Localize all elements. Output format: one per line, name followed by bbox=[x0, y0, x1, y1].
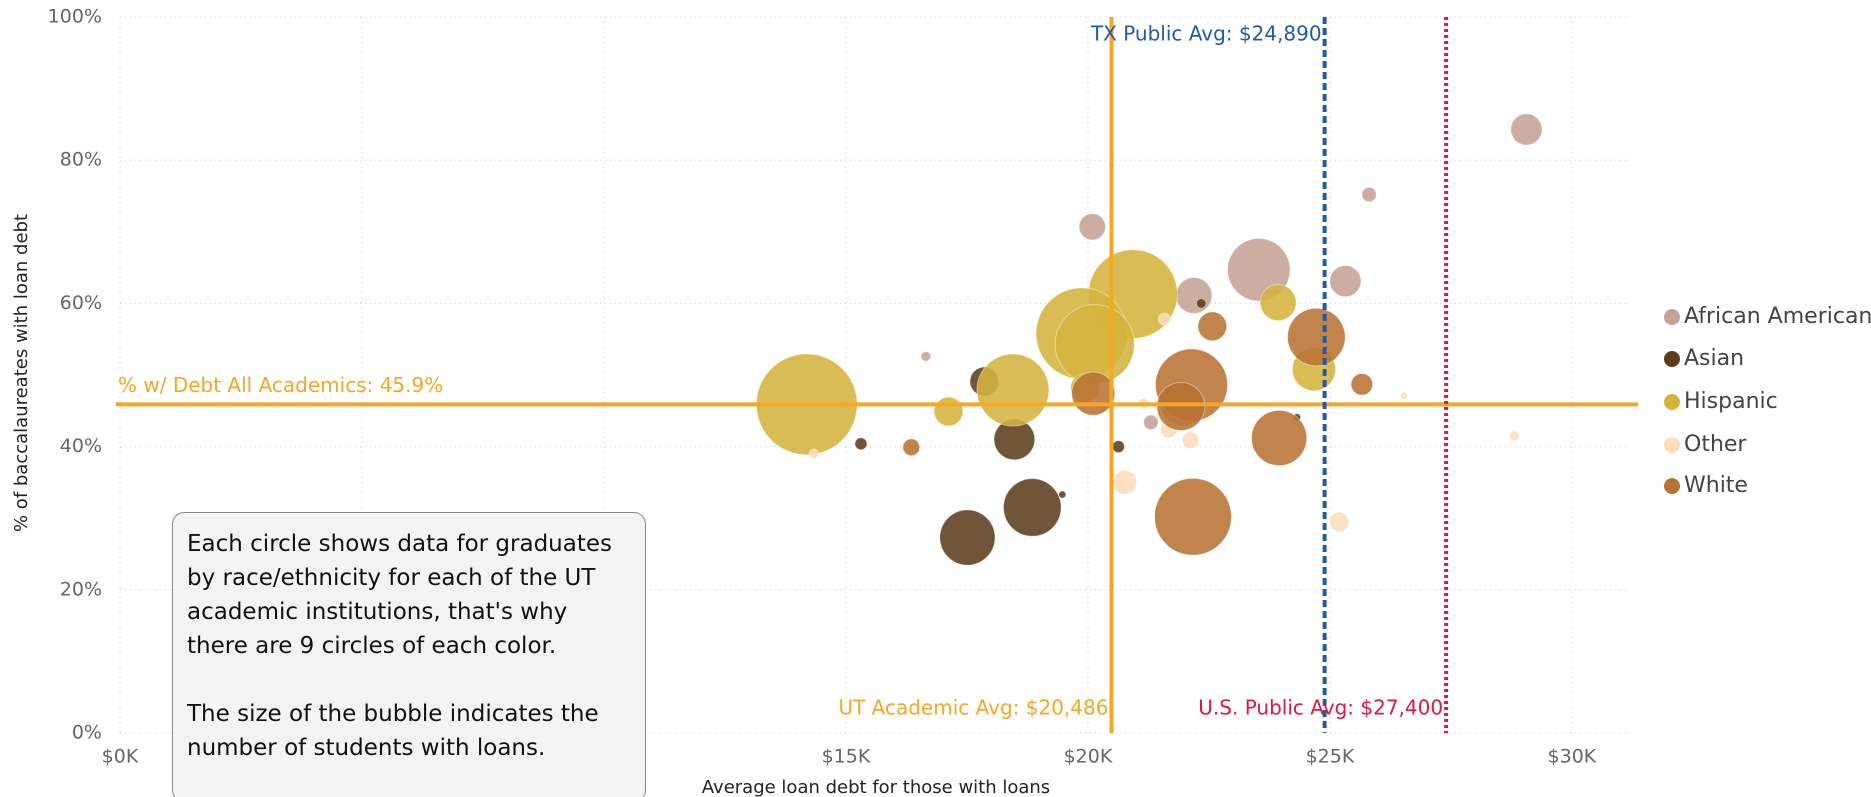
bubble bbox=[808, 448, 820, 460]
reference-label: % w/ Debt All Academics: 45.9% bbox=[118, 373, 443, 397]
reference-label: U.S. Public Avg: $27,400 bbox=[1198, 696, 1443, 720]
x-tick-label: $20K bbox=[1064, 746, 1113, 768]
x-tick-label: $0K bbox=[102, 746, 139, 768]
bubble bbox=[1154, 477, 1232, 556]
bubble bbox=[1329, 511, 1350, 532]
bubble bbox=[1071, 371, 1116, 416]
bubble bbox=[1329, 265, 1362, 298]
bubble bbox=[902, 438, 921, 457]
x-tick-label: $15K bbox=[822, 746, 871, 768]
bubble bbox=[1156, 382, 1206, 432]
legend-label: Other bbox=[1684, 432, 1747, 457]
note-text: The size of the bubble indicates the num… bbox=[187, 701, 599, 761]
reference-label: UT Academic Avg: $20,486 bbox=[838, 696, 1108, 720]
y-tick-label: 0% bbox=[72, 722, 102, 744]
legend-label: White bbox=[1684, 473, 1748, 498]
bubble bbox=[1002, 478, 1062, 537]
bubble bbox=[939, 509, 996, 566]
legend-swatch bbox=[1664, 309, 1680, 325]
y-axis-title: % of baccalaureates with loan debt bbox=[11, 214, 32, 532]
legend-label: Asian bbox=[1684, 346, 1744, 371]
bubble bbox=[1143, 414, 1159, 430]
bubble bbox=[1181, 431, 1200, 450]
y-tick-label: 20% bbox=[60, 578, 102, 600]
bubble bbox=[1399, 391, 1409, 400]
bubble bbox=[976, 353, 1050, 427]
legend-label: Hispanic bbox=[1684, 389, 1778, 414]
y-tick-label: 80% bbox=[60, 149, 102, 171]
y-tick-label: 60% bbox=[60, 292, 102, 314]
bubble bbox=[1112, 469, 1138, 495]
bubble bbox=[1361, 186, 1377, 203]
bubble bbox=[1287, 307, 1346, 367]
bubble bbox=[1195, 298, 1207, 309]
legend-swatch bbox=[1664, 437, 1680, 453]
bubble bbox=[1058, 490, 1067, 499]
legend-swatch bbox=[1664, 478, 1680, 494]
y-tick-label: 100% bbox=[48, 6, 102, 28]
legend-swatch bbox=[1664, 394, 1680, 410]
x-axis-title: Average loan debt for those with loans bbox=[702, 777, 1050, 797]
bubble bbox=[1350, 373, 1374, 396]
reference-label: TX Public Avg: $24,890 bbox=[1090, 22, 1322, 46]
bubble bbox=[1175, 277, 1213, 315]
y-tick-label: 40% bbox=[60, 435, 102, 457]
x-tick-label: $30K bbox=[1548, 746, 1597, 768]
note-box: Each circle shows data for graduates by … bbox=[172, 512, 646, 797]
bubble bbox=[1078, 213, 1107, 241]
bubble bbox=[1111, 440, 1125, 454]
note-text: Each circle shows data for graduates by … bbox=[187, 531, 613, 659]
bubble bbox=[1510, 113, 1543, 146]
bubble bbox=[1259, 284, 1297, 322]
bubble bbox=[933, 396, 964, 427]
bubble bbox=[1509, 430, 1520, 442]
legend-swatch bbox=[1664, 351, 1680, 367]
bubble bbox=[1197, 311, 1228, 342]
bubble bbox=[920, 351, 932, 362]
legend-label: African American bbox=[1684, 304, 1871, 329]
x-tick-label: $25K bbox=[1306, 746, 1355, 768]
bubble bbox=[854, 437, 868, 451]
bubble bbox=[1157, 312, 1171, 326]
bubble bbox=[1251, 409, 1308, 467]
